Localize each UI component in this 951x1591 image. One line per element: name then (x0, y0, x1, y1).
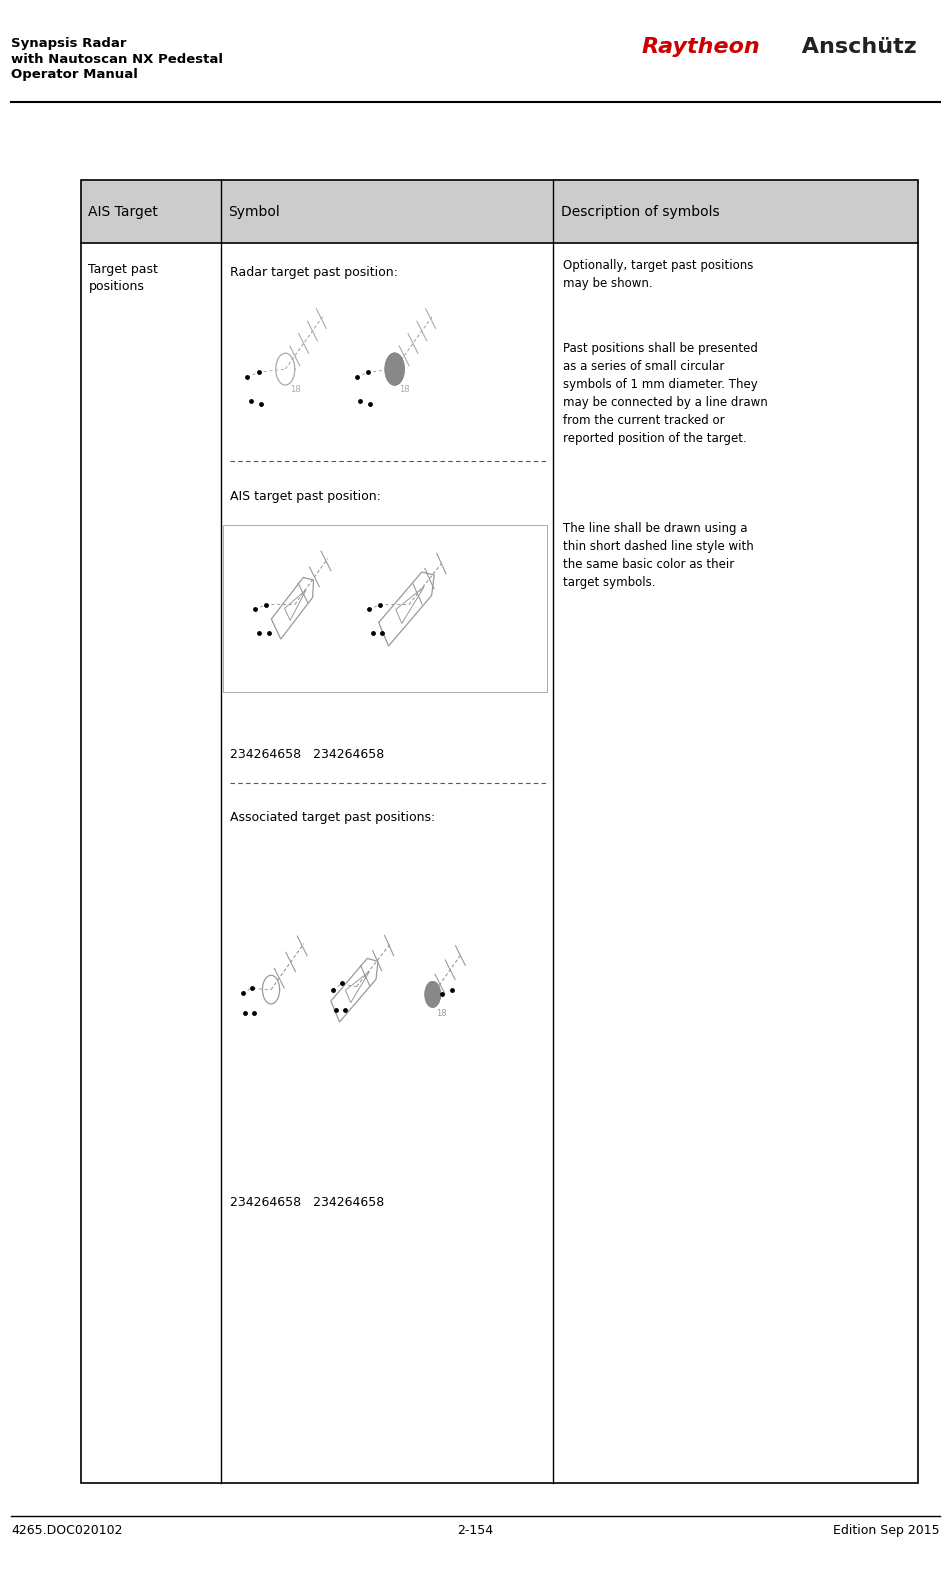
Text: Associated target past positions:: Associated target past positions: (230, 811, 436, 824)
Text: Anschütz: Anschütz (794, 37, 917, 57)
FancyBboxPatch shape (223, 525, 547, 692)
Text: Optionally, target past positions
may be shown.: Optionally, target past positions may be… (563, 259, 753, 290)
Polygon shape (425, 982, 440, 1007)
Text: 2-154: 2-154 (457, 1524, 494, 1537)
Text: AIS target past position:: AIS target past position: (230, 490, 381, 503)
Text: Target past
positions: Target past positions (88, 263, 158, 293)
Text: Description of symbols: Description of symbols (561, 205, 720, 218)
Text: 234264658   234264658: 234264658 234264658 (230, 748, 384, 760)
Text: Symbol: Symbol (228, 205, 280, 218)
Text: 234264658   234264658: 234264658 234264658 (230, 1196, 384, 1209)
Text: 4265.DOC020102: 4265.DOC020102 (11, 1524, 123, 1537)
Text: Radar target past position:: Radar target past position: (230, 266, 398, 278)
Text: 18: 18 (437, 1009, 447, 1018)
Text: The line shall be drawn using a
thin short dashed line style with
the same basic: The line shall be drawn using a thin sho… (563, 522, 754, 589)
Text: Operator Manual: Operator Manual (11, 68, 138, 81)
Text: Raytheon: Raytheon (642, 37, 761, 57)
Text: 18: 18 (399, 385, 410, 395)
Text: with Nautoscan NX Pedestal: with Nautoscan NX Pedestal (11, 53, 223, 65)
Polygon shape (81, 180, 918, 243)
Text: Edition Sep 2015: Edition Sep 2015 (833, 1524, 940, 1537)
Text: 18: 18 (290, 385, 301, 395)
Text: Synapsis Radar: Synapsis Radar (11, 37, 126, 49)
Text: Past positions shall be presented
as a series of small circular
symbols of 1 mm : Past positions shall be presented as a s… (563, 342, 767, 445)
Text: AIS Target: AIS Target (88, 205, 158, 218)
Polygon shape (385, 353, 404, 385)
